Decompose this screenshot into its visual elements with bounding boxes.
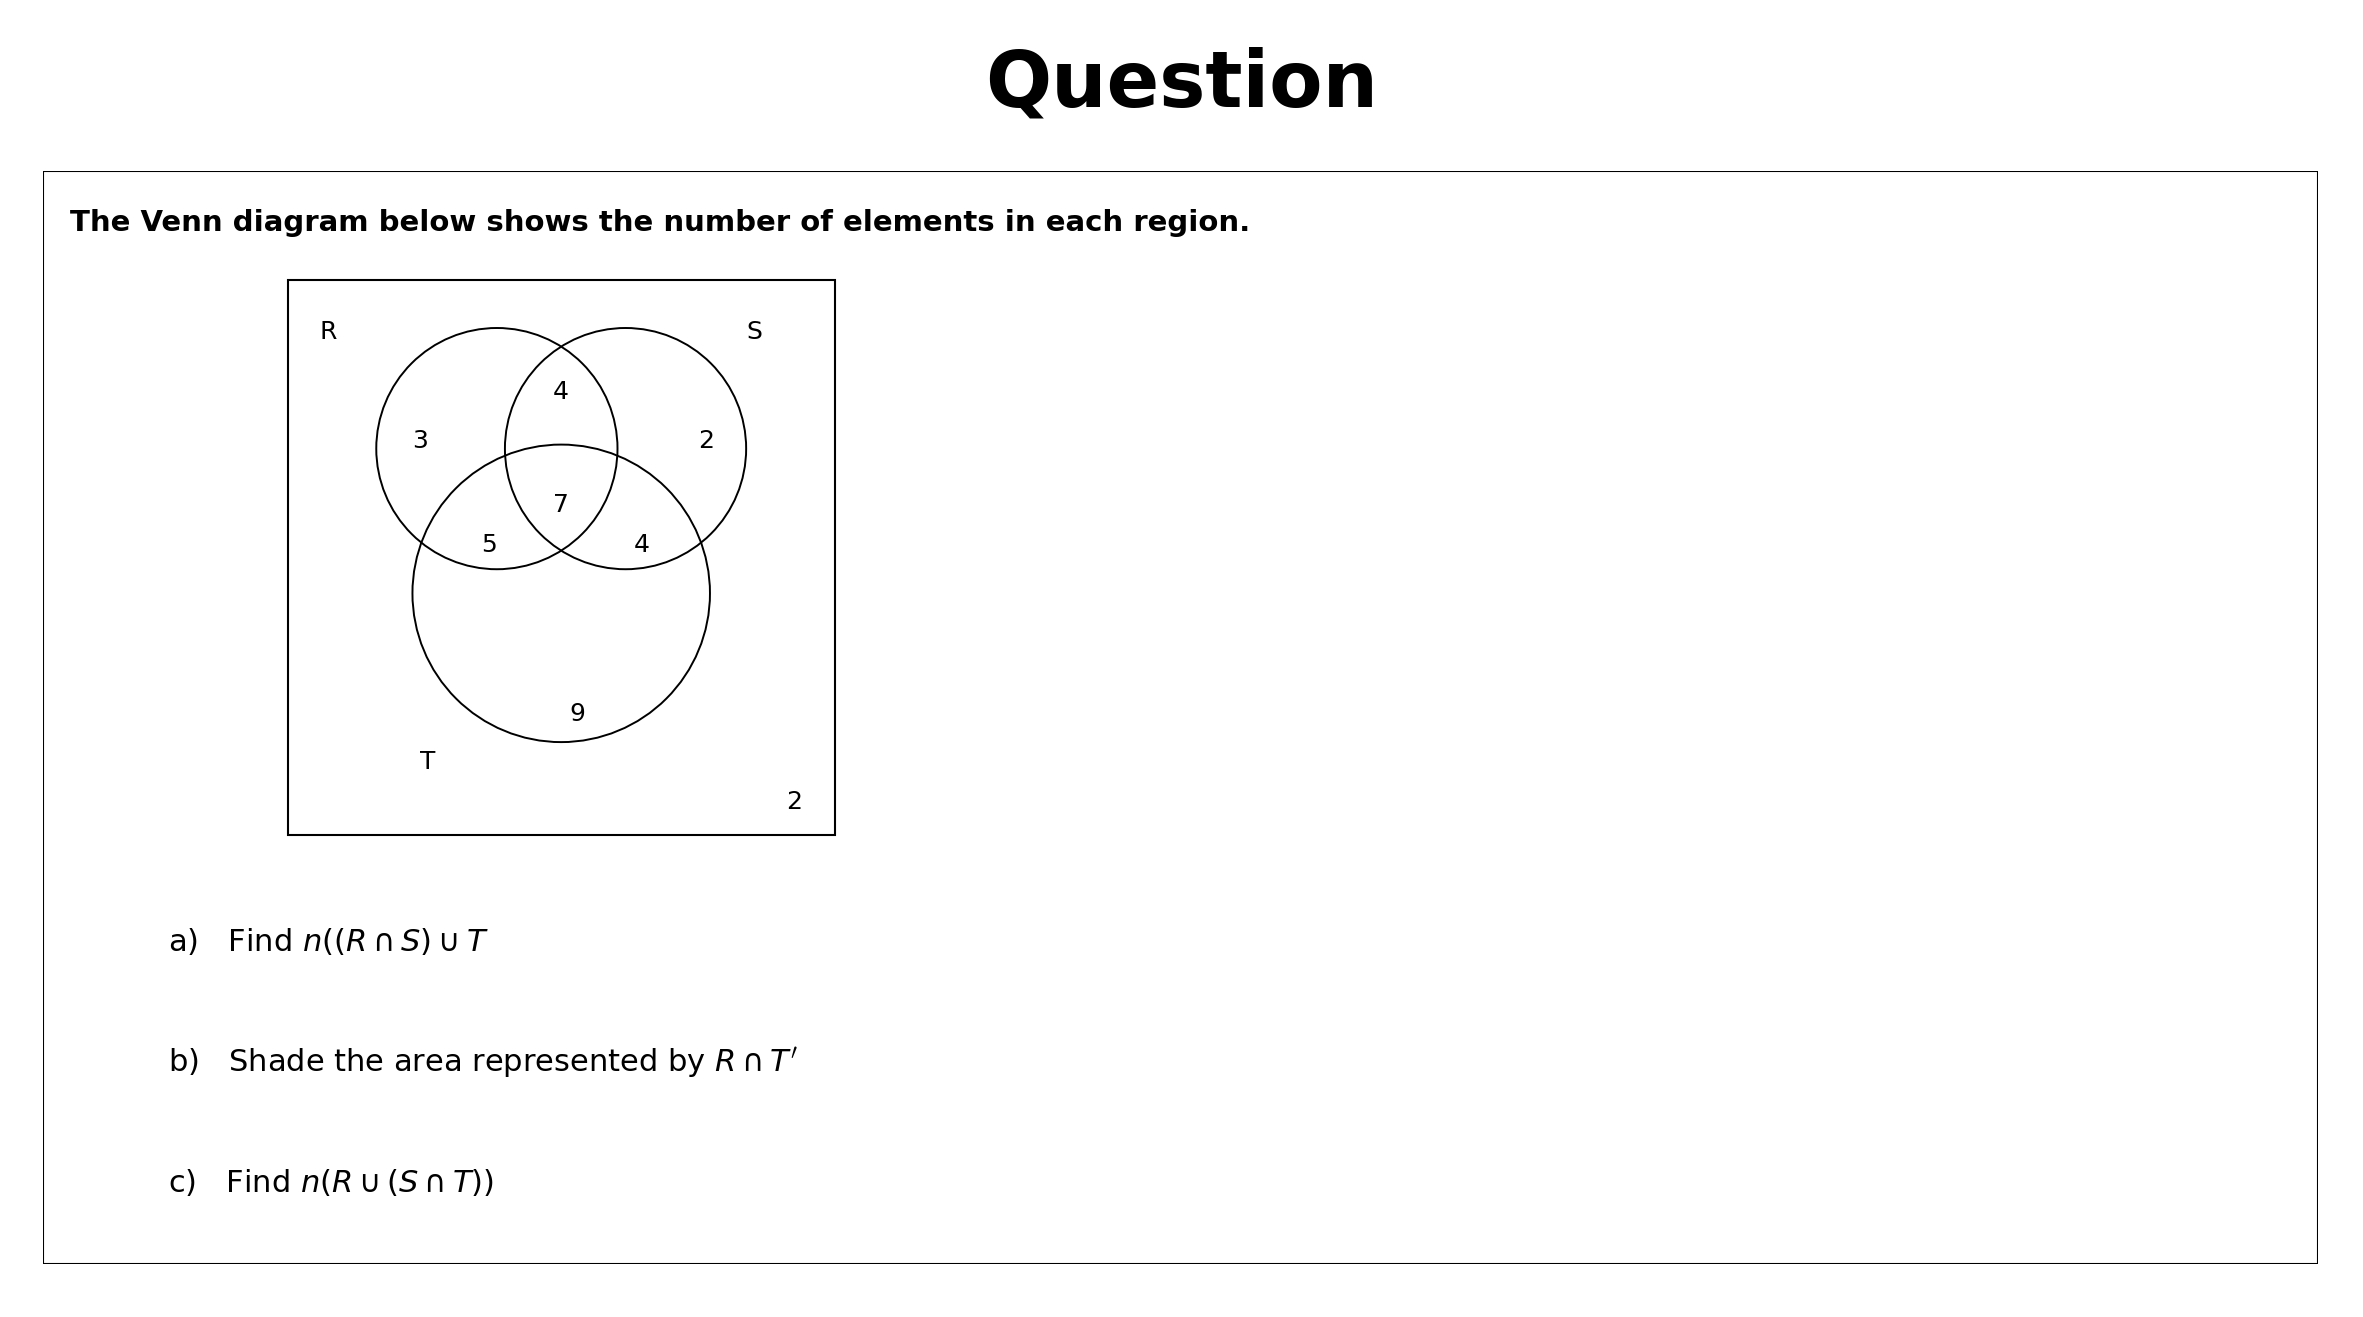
- Text: R: R: [319, 320, 338, 344]
- Text: The Venn diagram below shows the number of elements in each region.: The Venn diagram below shows the number …: [71, 209, 1250, 237]
- Text: c)   Find $n(R \cup (S \cap T))$: c) Find $n(R \cup (S \cap T))$: [168, 1167, 494, 1198]
- Text: 4: 4: [553, 381, 569, 404]
- Text: 4: 4: [633, 533, 650, 557]
- Text: 2: 2: [697, 428, 714, 453]
- Text: Question: Question: [985, 46, 1378, 122]
- Text: 2: 2: [787, 790, 803, 814]
- Text: 5: 5: [482, 533, 496, 557]
- Text: b)   Shade the area represented by $R \cap T'$: b) Shade the area represented by $R \cap…: [168, 1044, 799, 1080]
- Text: T: T: [421, 751, 435, 774]
- Text: 9: 9: [569, 702, 586, 726]
- Text: 3: 3: [414, 428, 428, 453]
- Text: 7: 7: [553, 493, 569, 516]
- Text: S: S: [747, 320, 763, 344]
- Text: a)   Find $n((R \cap S) \cup T$: a) Find $n((R \cap S) \cup T$: [168, 926, 489, 957]
